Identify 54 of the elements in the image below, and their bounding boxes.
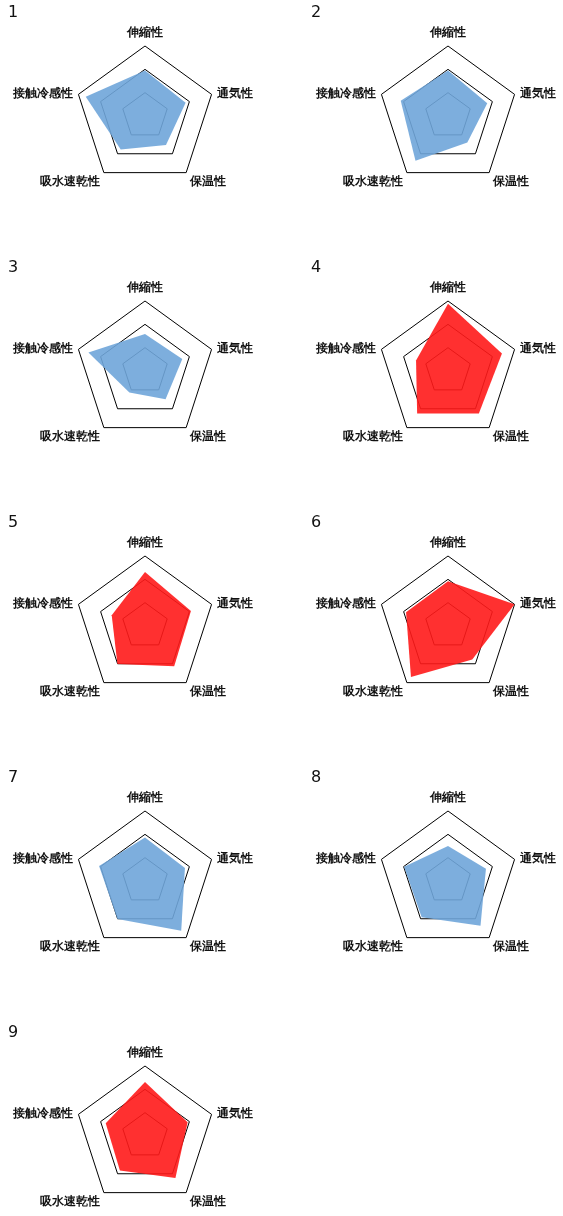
spoke-label: 伸縮性 (126, 790, 163, 804)
spoke-label: 吸水速乾性 (343, 429, 404, 444)
spoke-label: 吸水速乾性 (343, 684, 404, 699)
chart-title: 2 (311, 2, 322, 21)
spoke-label: 通気性 (216, 595, 254, 610)
spoke-label: 接触冷感性 (11, 1105, 73, 1120)
chart-title: 9 (8, 1022, 19, 1041)
spoke-label: 吸水速乾性 (40, 684, 101, 699)
spoke-label: 接触冷感性 (11, 340, 73, 355)
chart-title: 8 (311, 767, 322, 786)
chart-title: 4 (311, 257, 322, 276)
spoke-label: 伸縮性 (429, 790, 466, 804)
spoke-label: 伸縮性 (126, 280, 163, 294)
spoke-label: 接触冷感性 (314, 85, 376, 100)
spoke-label: 接触冷感性 (314, 595, 376, 610)
spoke-label: 接触冷感性 (11, 85, 73, 100)
spoke-label: 伸縮性 (429, 535, 466, 549)
spoke-label: 吸水速乾性 (40, 1194, 101, 1209)
spoke-label: 保温性 (188, 429, 226, 444)
spoke-label: 通気性 (519, 850, 557, 865)
spoke-label: 伸縮性 (126, 535, 163, 549)
spoke-label: 伸縮性 (429, 25, 466, 39)
chart-title: 7 (8, 767, 19, 786)
chart-title: 6 (311, 512, 322, 531)
spoke-label: 吸水速乾性 (40, 174, 101, 189)
spoke-label: 伸縮性 (429, 280, 466, 294)
spoke-label: 保温性 (491, 939, 529, 954)
spoke-label: 通気性 (216, 850, 254, 865)
spoke-label: 通気性 (519, 340, 557, 355)
spoke-label: 吸水速乾性 (343, 174, 404, 189)
spoke-label: 通気性 (216, 1105, 254, 1120)
spoke-label: 通気性 (519, 595, 557, 610)
spoke-label: 伸縮性 (126, 25, 163, 39)
chart-title: 5 (8, 512, 19, 531)
spoke-label: 保温性 (491, 174, 529, 189)
spoke-label: 保温性 (188, 1194, 226, 1209)
spoke-label: 接触冷感性 (314, 340, 376, 355)
chart-title: 3 (8, 257, 19, 276)
spoke-label: 接触冷感性 (11, 595, 73, 610)
spoke-label: 接触冷感性 (314, 850, 376, 865)
spoke-label: 通気性 (519, 85, 557, 100)
spoke-label: 保温性 (188, 939, 226, 954)
spoke-label: 吸水速乾性 (40, 939, 101, 954)
spoke-label: 吸水速乾性 (343, 939, 404, 954)
spoke-label: 保温性 (491, 429, 529, 444)
chart-title: 1 (8, 2, 19, 21)
spoke-label: 保温性 (188, 684, 226, 699)
spoke-label: 通気性 (216, 85, 254, 100)
spoke-label: 接触冷感性 (11, 850, 73, 865)
spoke-label: 保温性 (188, 174, 226, 189)
spoke-label: 伸縮性 (126, 1045, 163, 1059)
spoke-label: 吸水速乾性 (40, 429, 101, 444)
spoke-label: 保温性 (491, 684, 529, 699)
spoke-label: 通気性 (216, 340, 254, 355)
